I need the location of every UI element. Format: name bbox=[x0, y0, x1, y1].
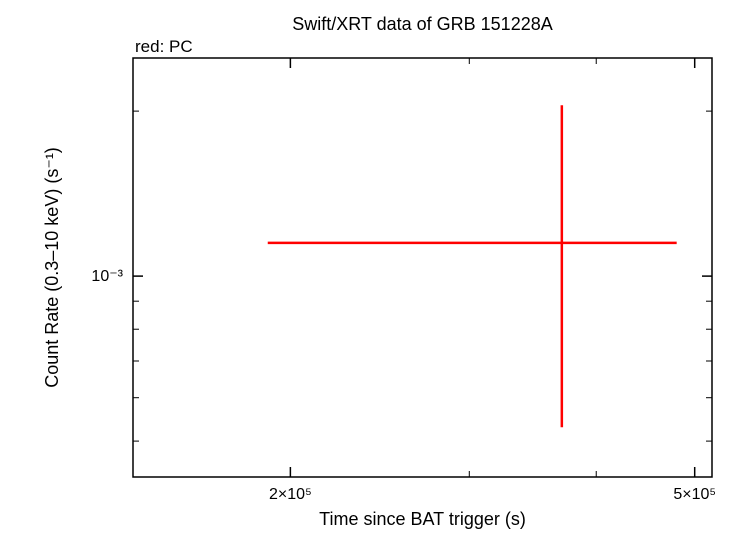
chart-title: Swift/XRT data of GRB 151228A bbox=[292, 14, 552, 34]
y-tick-label: 10⁻³ bbox=[91, 268, 123, 285]
x-tick-label: 2×10⁵ bbox=[269, 486, 312, 503]
chart-container: 2×10⁵ 5×10⁵ 10⁻³ Swift/XRT data of GRB 1512… bbox=[0, 0, 746, 558]
y-axis-label: Count Rate (0.3–10 keV) (s⁻¹) bbox=[42, 147, 62, 388]
x-tick-label: 5×10⁵ bbox=[673, 486, 716, 503]
x-axis-label: Time since BAT trigger (s) bbox=[319, 509, 526, 529]
chart-svg: 2×10⁵ 5×10⁵ 10⁻³ Swift/XRT data of GRB 1512… bbox=[0, 0, 746, 558]
legend-text: red: PC bbox=[135, 37, 193, 56]
